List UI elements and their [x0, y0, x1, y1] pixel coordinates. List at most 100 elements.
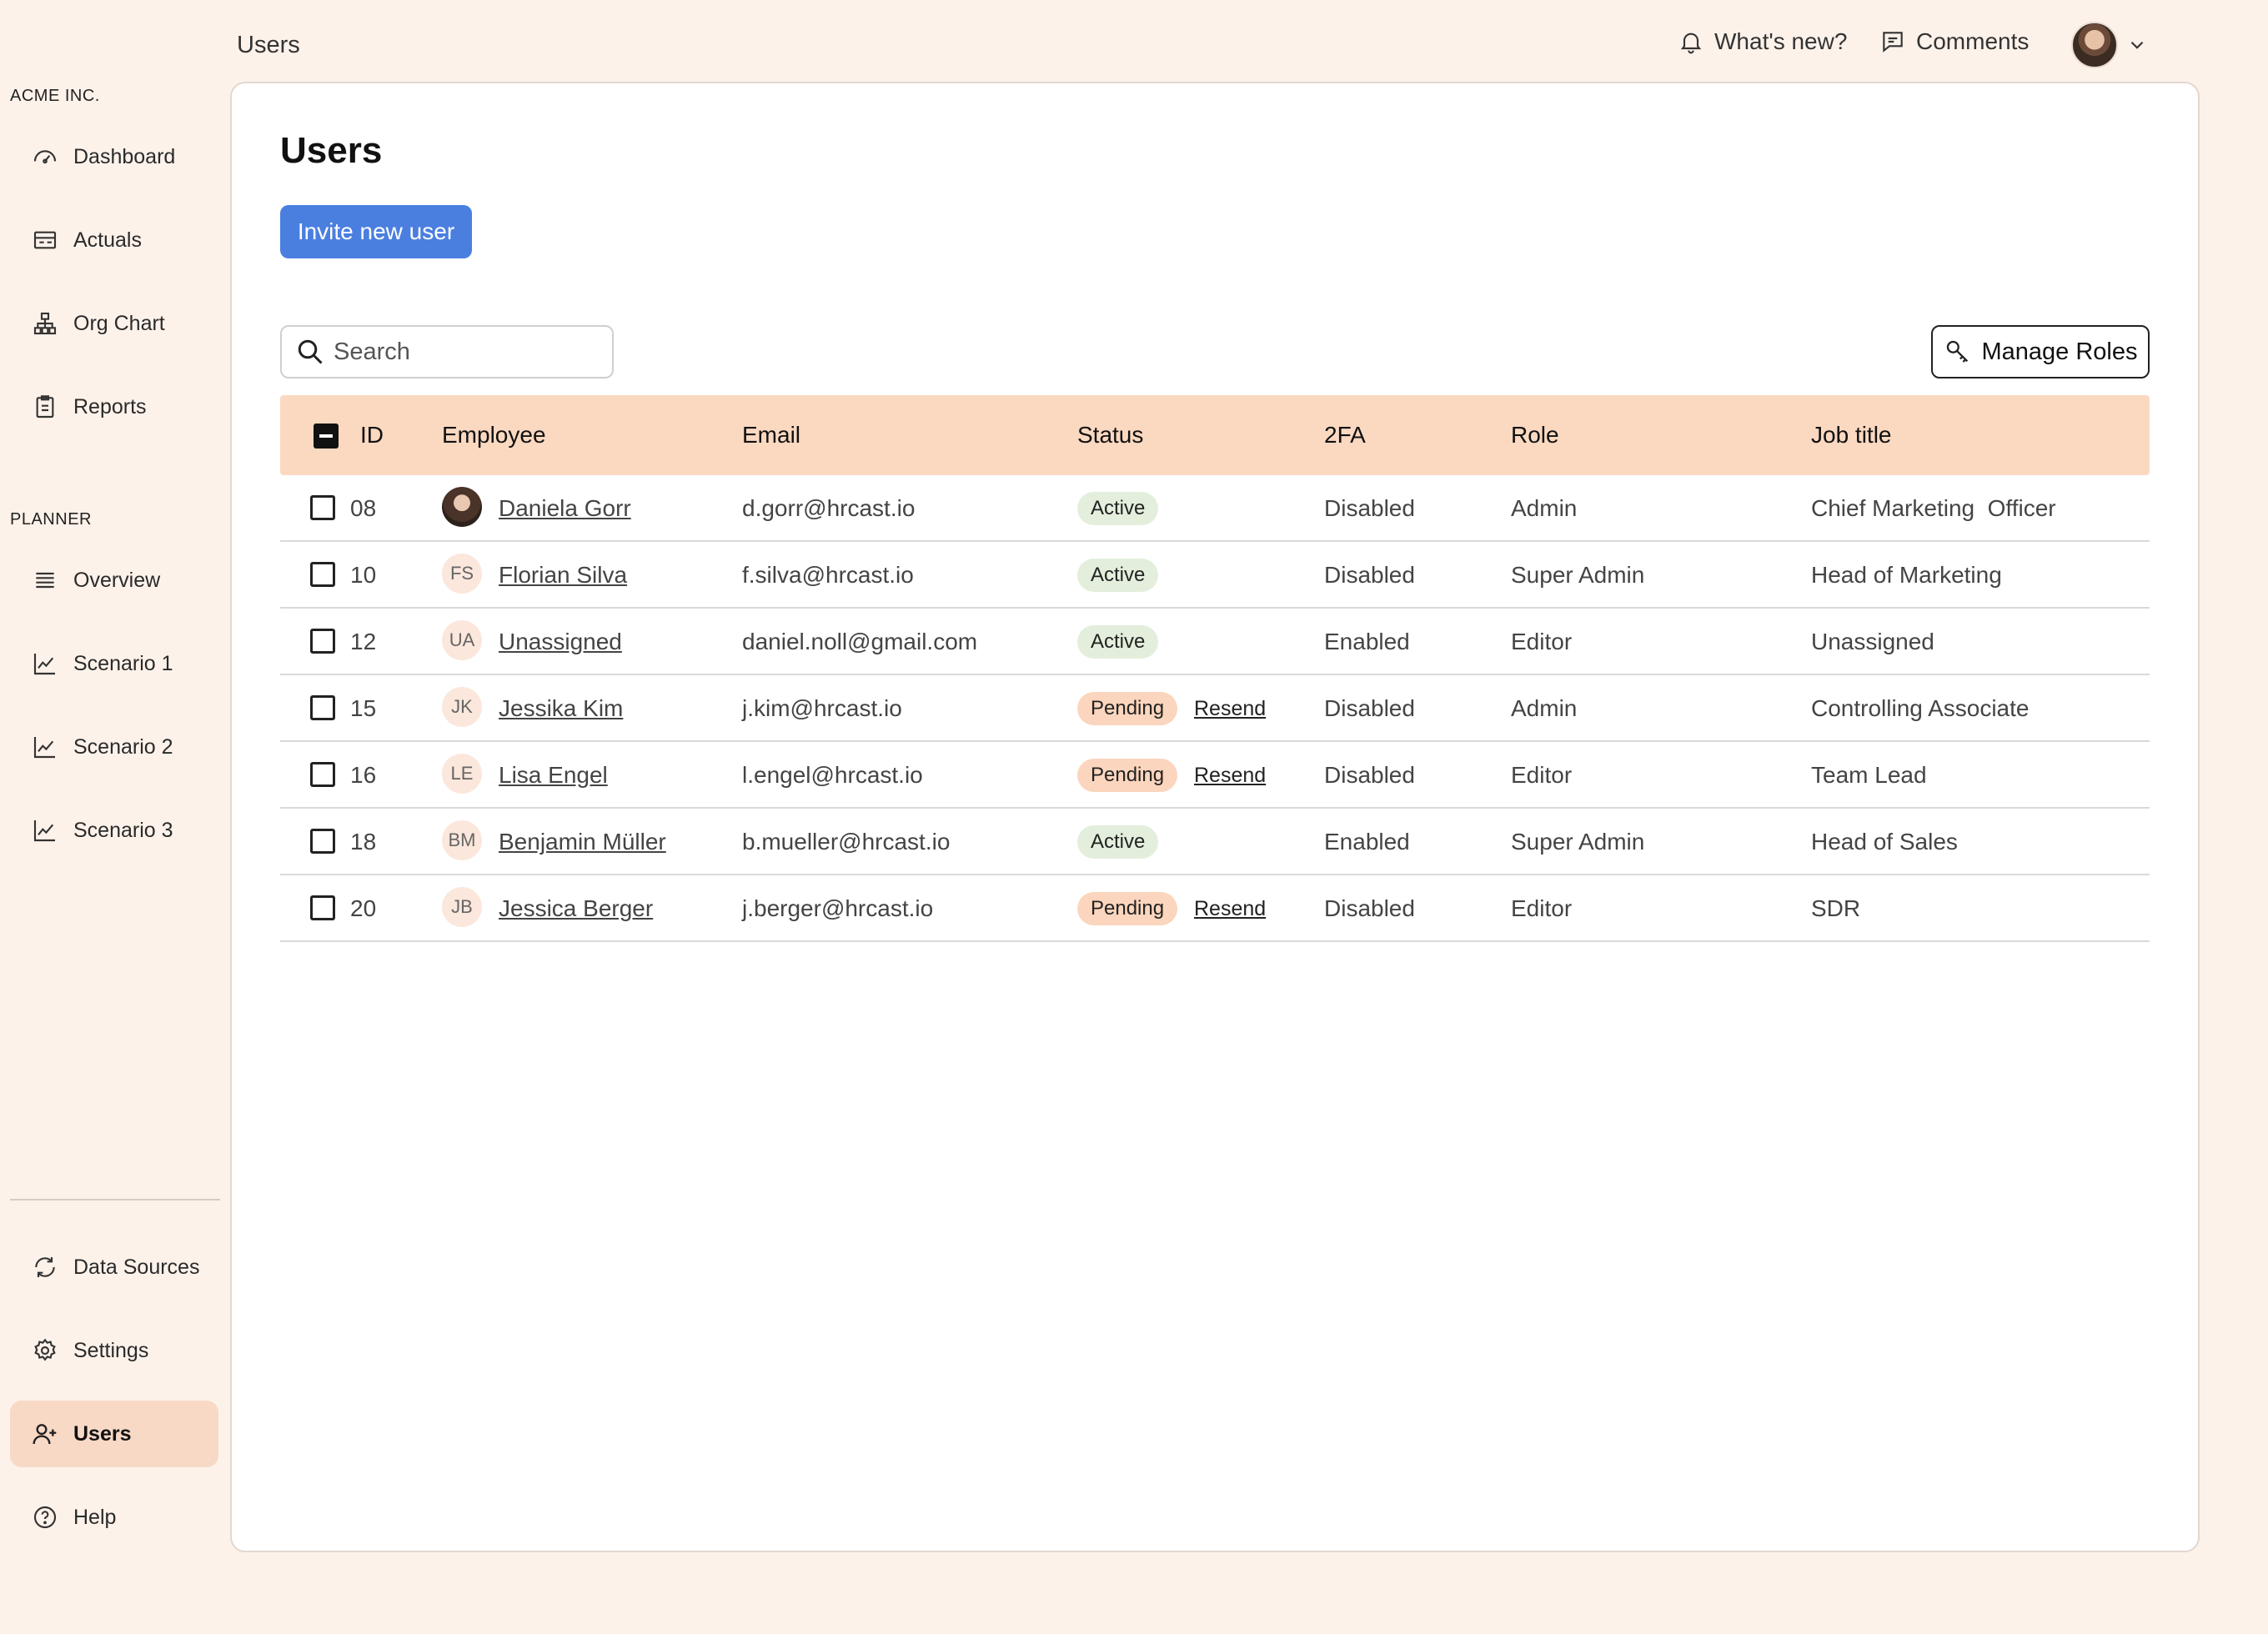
table-header: ID Employee Email Status 2FA Role Job ti… — [280, 395, 2150, 475]
table-icon — [33, 231, 57, 249]
column-header-employee[interactable]: Employee — [442, 422, 546, 448]
search-field[interactable] — [280, 325, 614, 378]
sidebar: ACME INC. Dashboard Actuals Org Chart Re… — [0, 0, 230, 1634]
twofa-cell: Disabled — [1324, 762, 1415, 788]
search-input[interactable] — [334, 338, 600, 366]
table-row: 12 UA Unassigned daniel.noll@gmail.com Activ… — [280, 609, 2150, 675]
avatar — [2071, 22, 2118, 68]
sidebar-item-label: Help — [73, 1505, 117, 1529]
column-header-email[interactable]: Email — [742, 422, 801, 448]
resend-link[interactable]: Resend — [1194, 897, 1267, 920]
avatar: FS — [442, 554, 482, 594]
row-checkbox[interactable] — [310, 629, 335, 654]
column-header-2fa[interactable]: 2FA — [1324, 422, 1366, 448]
email-cell: f.silva@hrcast.io — [742, 562, 914, 588]
sidebar-item-reports[interactable]: Reports — [10, 373, 218, 440]
status-badge: Pending — [1077, 692, 1178, 725]
employee-link[interactable]: Jessika Kim — [499, 695, 624, 721]
avatar: BM — [442, 820, 482, 860]
twofa-cell: Disabled — [1324, 495, 1415, 521]
job-title-cell: Head of Marketing — [1811, 562, 2002, 588]
resend-link[interactable]: Resend — [1194, 697, 1267, 720]
sidebar-item-actuals[interactable]: Actuals — [10, 207, 218, 273]
comment-icon — [1883, 32, 1903, 53]
row-checkbox[interactable] — [310, 562, 335, 587]
employee-link[interactable]: Lisa Engel — [499, 762, 608, 788]
sidebar-item-users[interactable]: Users — [10, 1401, 218, 1467]
employee-link[interactable]: Jessica Berger — [499, 895, 654, 921]
twofa-cell: Disabled — [1324, 695, 1415, 721]
sidebar-item-org-chart[interactable]: Org Chart — [10, 290, 218, 357]
avatar — [442, 487, 482, 527]
row-checkbox[interactable] — [310, 495, 335, 520]
planner-label: PLANNER — [10, 510, 92, 529]
column-header-job-title[interactable]: Job title — [1811, 422, 1892, 448]
row-checkbox[interactable] — [310, 695, 335, 720]
line-chart-icon — [33, 820, 55, 842]
sidebar-item-label: Scenario 2 — [73, 734, 173, 759]
key-icon — [1946, 340, 1968, 363]
invite-user-button[interactable]: Invite new user — [280, 205, 472, 258]
sidebar-item-data-sources[interactable]: Data Sources — [10, 1234, 218, 1301]
sidebar-item-scenario-2[interactable]: Scenario 2 — [10, 714, 218, 780]
table-row: 10 FS Florian Silva f.silva@hrcast.io Active… — [280, 542, 2150, 609]
help-icon — [33, 1506, 57, 1529]
table-row: 18 BM Benjamin Müller b.mueller@hrcast.io Ac… — [280, 809, 2150, 875]
row-checkbox[interactable] — [310, 895, 335, 920]
chevron-down-icon — [2130, 41, 2144, 49]
clipboard-icon — [36, 395, 54, 419]
user-plus-icon — [33, 1424, 57, 1445]
sidebar-item-overview[interactable]: Overview — [10, 547, 218, 614]
manage-roles-button[interactable]: Manage Roles — [1931, 325, 2150, 378]
role-cell: Editor — [1511, 629, 1573, 654]
email-cell: j.berger@hrcast.io — [742, 895, 934, 921]
role-cell: Admin — [1511, 695, 1578, 721]
sidebar-item-scenario-3[interactable]: Scenario 3 — [10, 797, 218, 864]
email-cell: b.mueller@hrcast.io — [742, 829, 951, 855]
employee-link[interactable]: Unassigned — [499, 629, 622, 654]
refresh-icon — [35, 1257, 55, 1277]
column-header-role[interactable]: Role — [1511, 422, 1559, 448]
avatar: JB — [442, 887, 482, 927]
status-badge: Active — [1077, 559, 1159, 592]
sidebar-item-label: Actuals — [73, 228, 142, 252]
resend-link[interactable]: Resend — [1194, 764, 1267, 787]
sidebar-item-label: Org Chart — [73, 311, 165, 335]
user-menu[interactable] — [2071, 22, 2148, 68]
table-row: 08 Daniela Gorr d.gorr@hrcast.io Active Disa… — [280, 475, 2150, 542]
avatar: LE — [442, 754, 482, 794]
sidebar-item-help[interactable]: Help — [10, 1484, 218, 1551]
users-table: ID Employee Email Status 2FA Role Job ti… — [280, 395, 2150, 942]
table-row: 15 JK Jessika Kim j.kim@hrcast.io Pending Res… — [280, 675, 2150, 742]
column-header-id[interactable]: ID — [360, 422, 384, 448]
breadcrumb-title: Users — [237, 32, 300, 58]
email-cell: d.gorr@hrcast.io — [742, 495, 916, 521]
line-chart-icon — [33, 737, 55, 759]
email-cell: l.engel@hrcast.io — [742, 762, 923, 788]
sidebar-item-scenario-1[interactable]: Scenario 1 — [10, 630, 218, 697]
comments-button[interactable]: Comments — [1879, 28, 2029, 55]
sidebar-item-dashboard[interactable]: Dashboard — [10, 123, 218, 190]
twofa-cell: Enabled — [1324, 829, 1410, 855]
email-cell: j.kim@hrcast.io — [742, 695, 902, 721]
gear-icon — [34, 1338, 56, 1361]
sidebar-item-settings[interactable]: Settings — [10, 1317, 218, 1384]
row-checkbox[interactable] — [310, 762, 335, 787]
list-icon — [36, 572, 54, 589]
employee-link[interactable]: Benjamin Müller — [499, 829, 666, 855]
twofa-cell: Enabled — [1324, 629, 1410, 654]
main-card: Users Invite new user Manage Roles ID Em… — [230, 82, 2200, 1552]
page-title: Users — [280, 130, 383, 171]
whats-new-button[interactable]: What's new? — [1678, 28, 1847, 55]
select-all-checkbox[interactable] — [314, 424, 339, 449]
line-chart-icon — [33, 654, 55, 675]
employee-link[interactable]: Daniela Gorr — [499, 495, 631, 521]
row-checkbox[interactable] — [310, 829, 335, 854]
user-id: 10 — [350, 562, 377, 588]
job-title-cell: Team Lead — [1811, 762, 1927, 788]
column-header-status[interactable]: Status — [1077, 422, 1144, 448]
sidebar-item-label: Data Sources — [73, 1255, 200, 1279]
sidebar-item-label: Overview — [73, 568, 161, 592]
employee-link[interactable]: Florian Silva — [499, 562, 628, 588]
